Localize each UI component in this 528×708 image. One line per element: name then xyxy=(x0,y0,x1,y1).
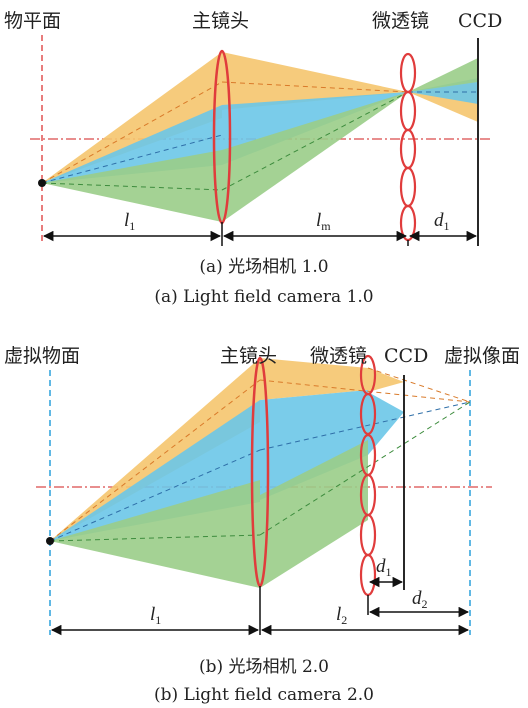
label-microlens-a: 微透镜 xyxy=(372,10,429,32)
label-object-plane: 物平面 xyxy=(4,10,61,32)
label-main-lens-a: 主镜头 xyxy=(192,10,249,32)
label-virtual-image-plane: 虚拟像面 xyxy=(444,345,520,367)
caption-cn-b: (b) 光场相机 2.0 xyxy=(199,657,329,677)
caption-en-b: (b) Light field camera 2.0 xyxy=(154,685,374,705)
ray-cone-orange-b xyxy=(50,358,260,541)
label-ccd-a: CCD xyxy=(458,10,502,32)
chief-ray-a3 xyxy=(41,182,223,191)
label-lm-a: lm xyxy=(316,210,331,233)
label-main-lens-b: 主镜头 xyxy=(220,345,277,367)
label-microlens-b: 微透镜 xyxy=(310,345,367,367)
diagram-a: 物平面 主镜头 微透镜 CCD l1 lm d1 (a) 光场相机 1.0 (a… xyxy=(4,10,502,307)
microlens-array-b xyxy=(359,354,377,597)
label-virtual-object-plane: 虚拟物面 xyxy=(4,345,80,367)
ray-out-blue-b xyxy=(368,392,404,455)
caption-en-a: (a) Light field camera 1.0 xyxy=(154,287,373,307)
chief-ray-a1 xyxy=(41,81,223,184)
diagram-b: 虚拟物面 主镜头 微透镜 CCD 虚拟像面 d1 d2 l1 l2 (b) 光场… xyxy=(4,345,520,705)
chief-ray-b1 xyxy=(49,379,261,542)
label-ccd-b: CCD xyxy=(384,345,428,367)
label-l1-a: l1 xyxy=(124,210,135,233)
ray-cone-green-b xyxy=(50,480,260,588)
ray-mid-green-b xyxy=(260,440,368,588)
chief-ray-b4 xyxy=(259,379,471,403)
ray-out-green-a xyxy=(408,58,478,92)
chief-ray-b6 xyxy=(259,401,471,536)
chief-ray-b3 xyxy=(49,534,261,542)
label-l1-b: l1 xyxy=(150,604,161,627)
ray-out-orange-b xyxy=(368,368,404,392)
chief-ray-b2 xyxy=(49,449,261,542)
label-d2-b: d2 xyxy=(412,588,428,611)
ray-cone-orange-a xyxy=(42,52,222,183)
label-d1-b: d1 xyxy=(376,556,392,579)
caption-cn-a: (a) 光场相机 1.0 xyxy=(199,257,328,277)
chief-ray-a2 xyxy=(41,134,223,184)
object-point-b xyxy=(46,537,54,545)
label-d1-a: d1 xyxy=(434,210,450,233)
chief-ray-a4 xyxy=(221,81,409,93)
object-point-a xyxy=(38,179,46,187)
label-l2-b: l2 xyxy=(336,604,347,627)
chief-ray-a5 xyxy=(221,91,409,191)
ray-mid-blue-b xyxy=(260,390,368,500)
ray-mid-orange-b xyxy=(260,358,368,400)
microlens-array-a xyxy=(399,52,417,242)
ray-focus-green-a xyxy=(222,92,408,222)
